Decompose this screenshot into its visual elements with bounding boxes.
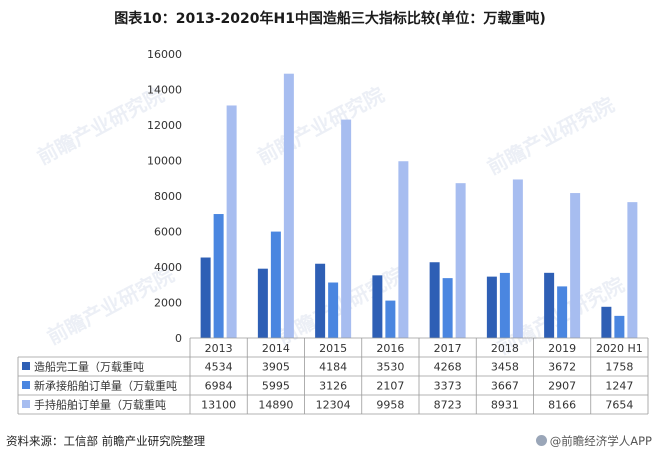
data-label: 7654	[605, 399, 633, 412]
data-label: 3530	[376, 361, 404, 374]
bar	[315, 263, 326, 338]
data-label: 2107	[376, 380, 404, 393]
y-tick-label: 0	[175, 332, 182, 345]
bar	[270, 231, 281, 338]
data-label: 1247	[605, 380, 633, 393]
brand-credit: @前瞻经济学人APP	[535, 433, 652, 449]
bar	[398, 161, 409, 338]
legend-label: 手持船舶订单量（万载重吨	[34, 398, 166, 412]
y-tick-label: 6000	[154, 226, 182, 239]
x-tick-label: 2020 H1	[596, 342, 643, 355]
bar	[512, 179, 523, 338]
x-tick-label: 2016	[376, 342, 404, 355]
data-label: 9958	[376, 399, 404, 412]
bar	[226, 105, 237, 338]
bar	[283, 73, 294, 338]
bar	[627, 202, 638, 338]
legend-swatch	[22, 381, 30, 389]
x-tick-label: 2018	[491, 342, 519, 355]
bar	[455, 183, 466, 338]
bar	[385, 300, 396, 338]
bar	[341, 119, 352, 338]
data-label: 3667	[491, 380, 519, 393]
data-label: 1758	[605, 361, 633, 374]
data-label: 8931	[491, 399, 519, 412]
source-note: 资料来源：工信部 前瞻产业研究院整理	[6, 434, 206, 448]
bar-chart: 0 2000 4000 6000 8000 10000 12000 14000 16000 201…	[17, 48, 649, 415]
data-label: 3458	[491, 361, 519, 374]
brand-logo-icon	[535, 435, 547, 446]
y-tick-label: 12000	[147, 119, 182, 132]
data-label: 2907	[548, 380, 576, 393]
data-label: 14890	[258, 399, 293, 412]
data-label: 4534	[205, 361, 233, 374]
bar	[486, 276, 497, 338]
data-label: 4184	[319, 361, 347, 374]
bar	[614, 315, 625, 338]
data-label: 3126	[319, 380, 347, 393]
y-tick-label: 14000	[147, 84, 182, 97]
bar	[499, 272, 510, 338]
y-tick-label: 2000	[154, 297, 182, 310]
data-label: 12304	[316, 399, 351, 412]
legend-swatch	[22, 362, 30, 370]
data-label: 6984	[205, 380, 233, 393]
bar	[544, 272, 555, 338]
bar	[328, 282, 339, 338]
bar	[557, 286, 568, 338]
data-label: 4268	[434, 361, 462, 374]
bar	[442, 278, 453, 338]
data-label: 3672	[548, 361, 576, 374]
brand-label: @前瞻经济学人APP	[549, 434, 652, 448]
legend-swatch	[22, 400, 30, 408]
bar	[200, 257, 211, 338]
bar	[257, 268, 268, 338]
data-label: 5995	[262, 380, 290, 393]
legend-label: 造船完工量（万载重吨	[34, 360, 144, 374]
legend-label: 新承接船舶订单量（万载重吨	[34, 379, 177, 393]
x-tick-label: 2017	[434, 342, 462, 355]
bar	[372, 275, 383, 338]
x-tick-label: 2013	[205, 342, 233, 355]
y-tick-label: 4000	[154, 261, 182, 274]
data-label: 13100	[201, 399, 236, 412]
y-tick-label: 8000	[154, 190, 182, 203]
bar	[429, 262, 440, 338]
x-tick-label: 2014	[262, 342, 290, 355]
y-tick-label: 16000	[147, 48, 182, 61]
x-tick-label: 2019	[548, 342, 576, 355]
x-tick-label: 2015	[319, 342, 347, 355]
bar	[601, 306, 612, 338]
bar	[570, 193, 581, 338]
data-label: 8166	[548, 399, 576, 412]
data-label: 3905	[262, 361, 290, 374]
chart-title: 图表10：2013-2020年H1中国造船三大指标比较(单位：万载重吨)	[114, 11, 546, 27]
bar	[213, 214, 224, 338]
data-label: 8723	[434, 399, 462, 412]
y-tick-label: 10000	[147, 155, 182, 168]
data-label: 3373	[434, 380, 462, 393]
